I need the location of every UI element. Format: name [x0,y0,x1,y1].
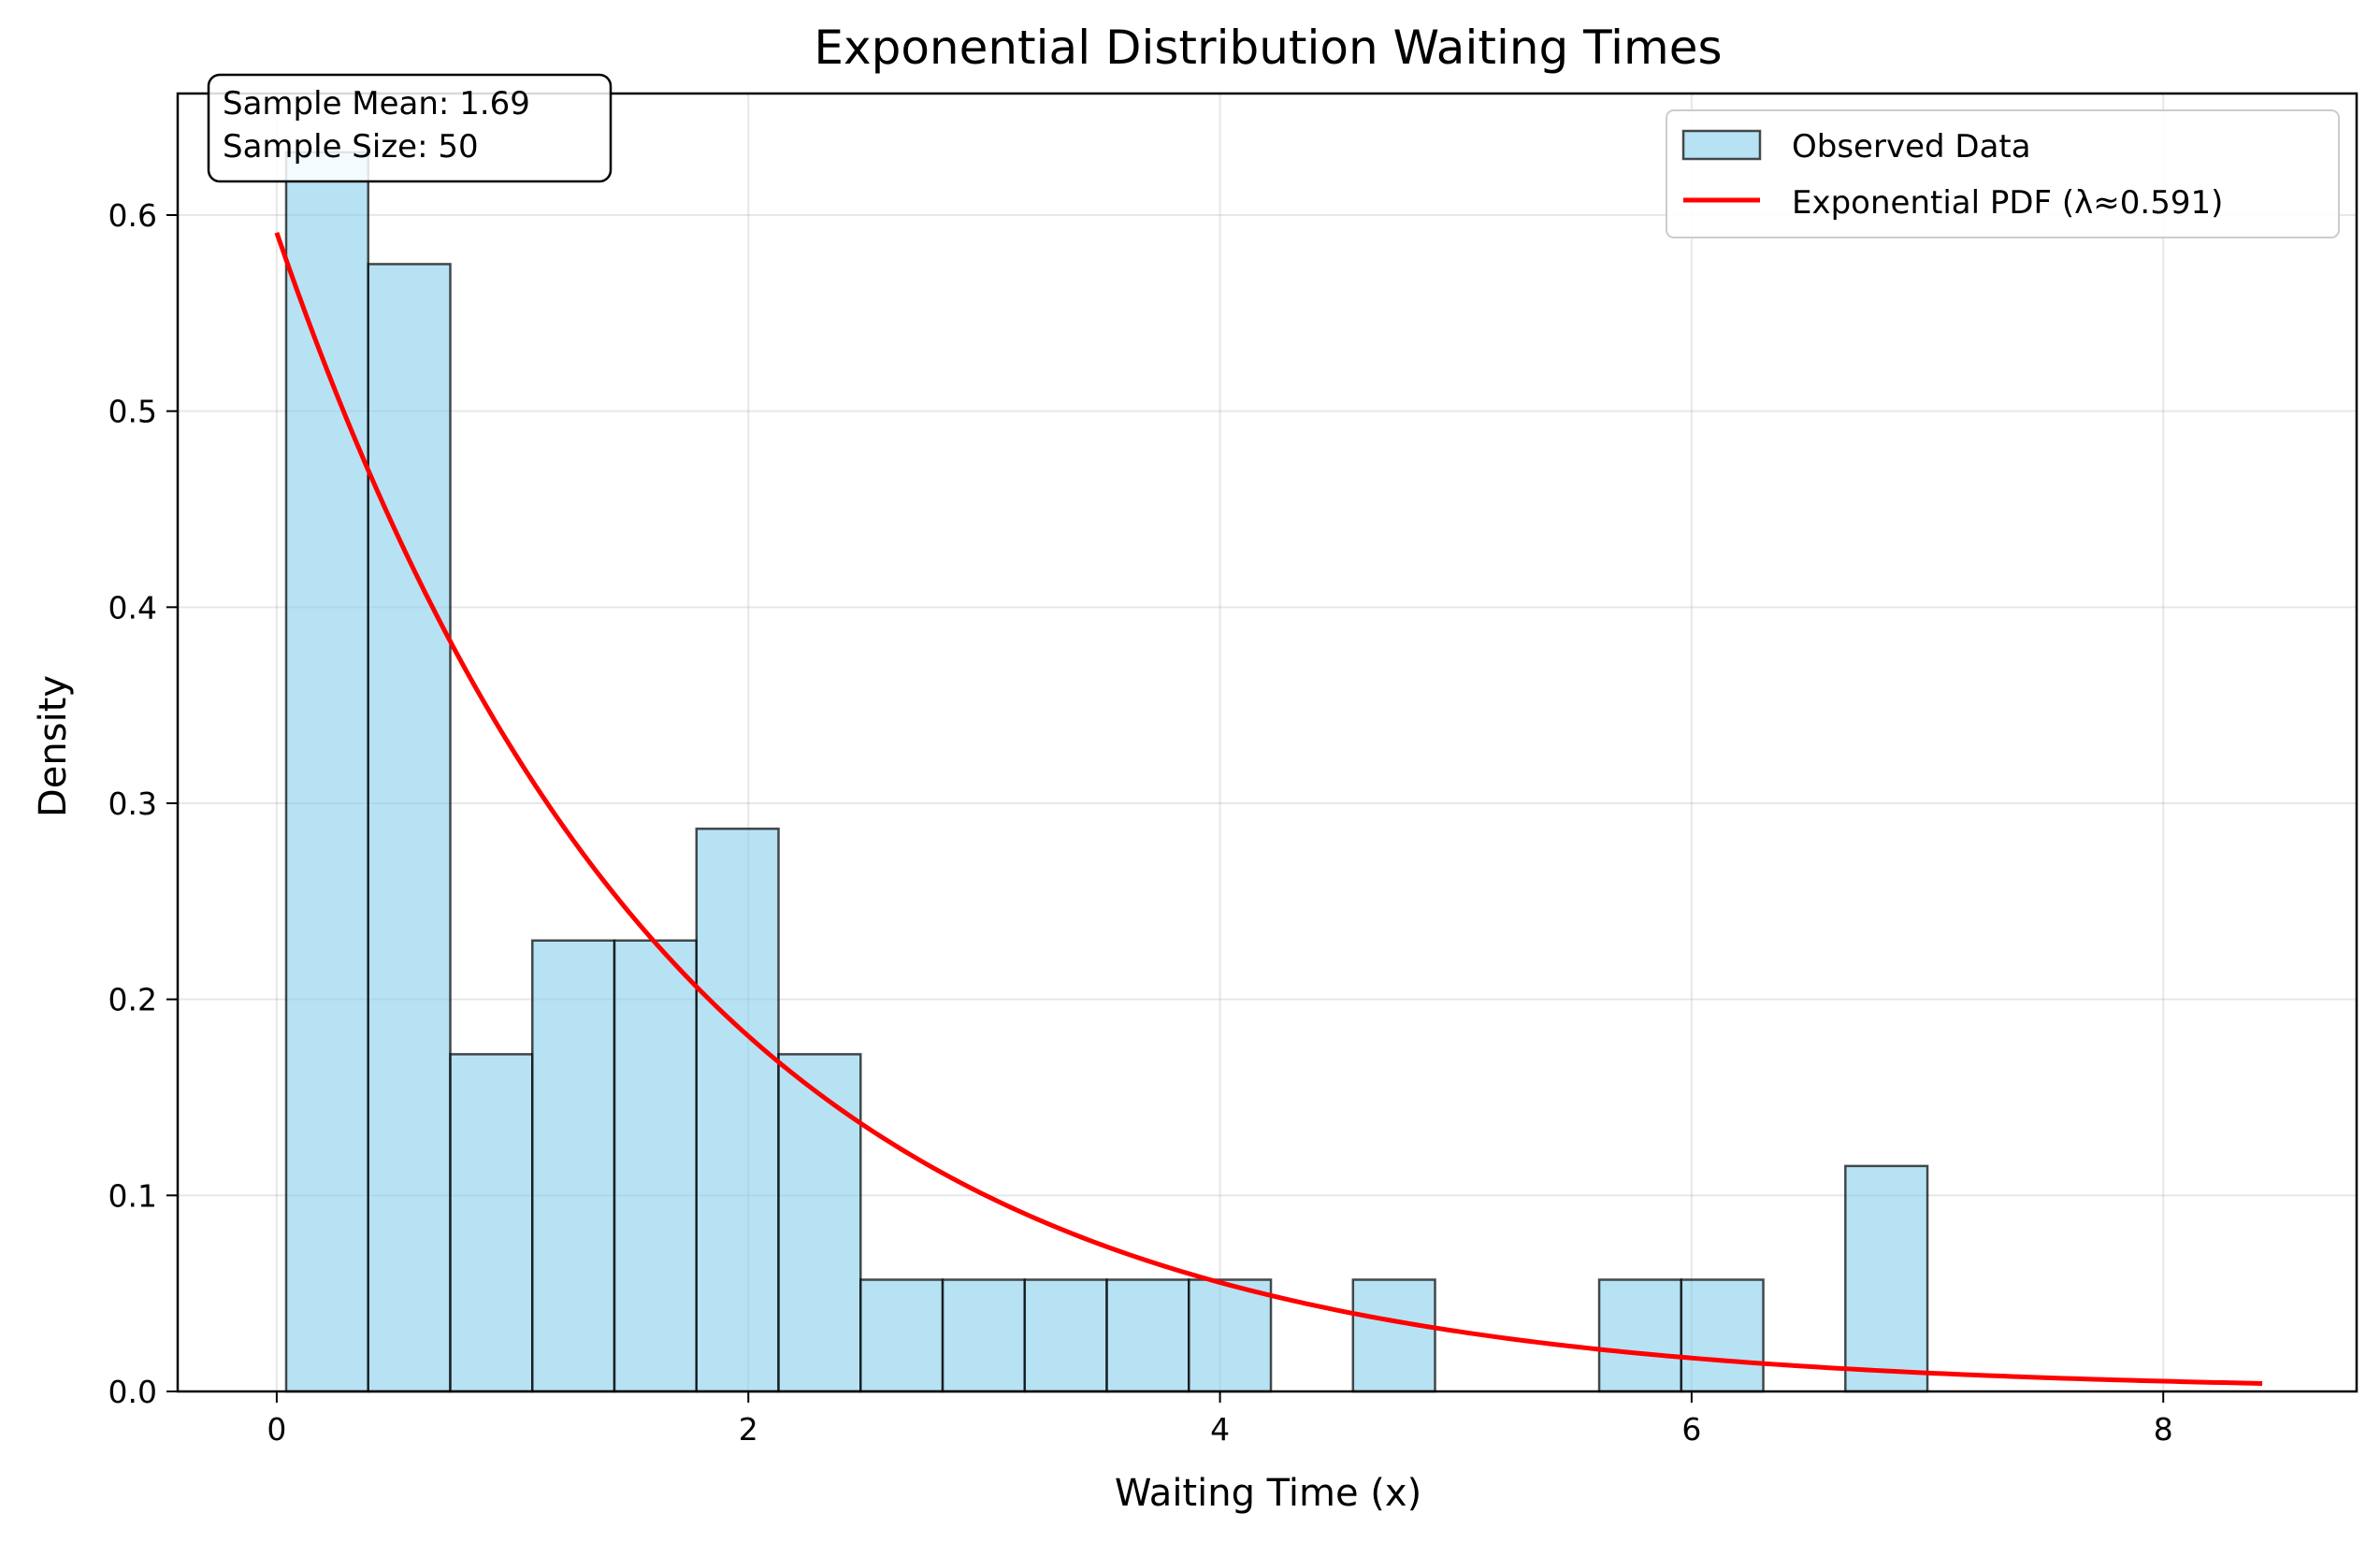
histogram-bar [1351,1278,1436,1393]
x-tick-label: 2 [739,1411,758,1448]
histogram-bar [777,1053,862,1393]
x-tick-label: 0 [267,1411,286,1448]
y-tick-label: 0.6 [108,197,157,234]
legend-curve-label: Exponential PDF (λ≈0.591) [1792,184,2223,222]
y-tick-label: 0.3 [108,785,157,822]
histogram-bar [859,1278,945,1393]
histogram-bar [284,151,369,1393]
histogram-bar [1188,1278,1273,1393]
histogram-bar [695,828,780,1393]
y-tick-label: 0.4 [108,589,157,626]
stats-box-frame [207,73,613,183]
histogram-bar [367,263,452,1393]
legend: Observed Data Exponential PDF (λ≈0.591) [1666,109,2340,238]
legend-frame [1666,109,2340,238]
stats-annotation-box: Sample Mean: 1.69 Sample Size: 50 [207,73,613,183]
legend-histogram-label: Observed Data [1792,128,2031,166]
chart-title: Exponential Distribution Waiting Times [814,21,1722,75]
y-tick-label: 0.2 [108,982,157,1018]
histogram-bar [613,939,699,1393]
x-tick-label: 4 [1210,1411,1230,1448]
plot-frame [176,92,2358,1393]
y-tick-label: 0.1 [108,1177,157,1214]
histogram-bar [449,1053,534,1393]
x-tick-label: 6 [1681,1411,1701,1448]
sample-mean-text: Sample Mean: 1.69 [223,85,530,122]
curve-layer [274,232,2263,1386]
y-tick-label: 0.0 [108,1374,157,1410]
y-tick-label: 0.5 [108,394,157,430]
x-tick-label: 8 [2154,1411,2173,1448]
histogram-bar [1597,1278,1683,1393]
pdf-curve-line [274,232,2263,1386]
bars-layer [284,151,1929,1393]
x-axis-label: Waiting Time (x) [1115,1472,1421,1515]
histogram-bar [1844,1164,1929,1393]
y-axis-label: Density [32,675,75,817]
histogram-bar [1105,1278,1190,1393]
axes-layer [176,92,2358,1393]
histogram-bar [941,1278,1027,1393]
legend-histogram-swatch [1681,129,1762,161]
histogram-bar [531,939,616,1393]
sample-size-text: Sample Size: 50 [223,128,479,166]
histogram-bar [1680,1278,1765,1393]
histogram-bar [1023,1278,1108,1393]
ticks-layer: 0 2 4 6 8 0.0 0.1 0.2 0.3 0.4 0.5 0.6 [108,197,2173,1448]
